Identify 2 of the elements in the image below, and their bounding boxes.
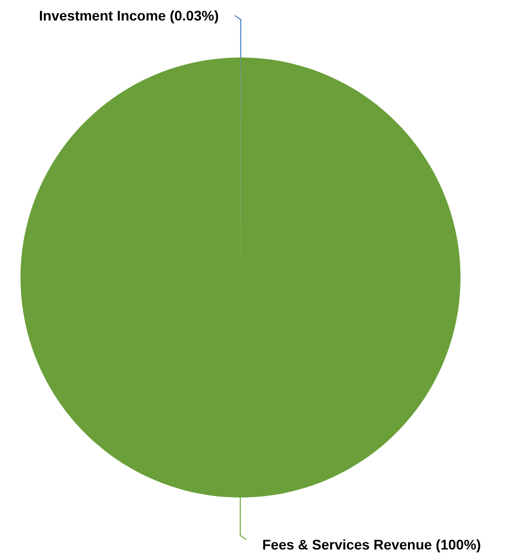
slice-label: Fees & Services Revenue (100%) bbox=[262, 536, 481, 552]
slice-label: Investment Income (0.03%) bbox=[39, 8, 219, 24]
